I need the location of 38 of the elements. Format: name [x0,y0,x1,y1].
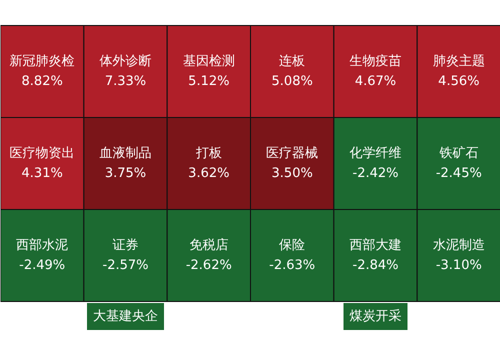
data-label: -2.57% [102,258,149,273]
data-label: -2.63% [269,258,316,273]
category-label: 肺炎主题 [432,53,485,69]
category-label: 保险 [279,238,306,253]
data-label: 3.75% [104,166,146,181]
data-label: 4.56% [438,74,480,89]
category-label: 基因检测 [182,54,235,69]
category-label: 证券 [112,238,138,253]
category-label: 生物疫苗 [350,54,402,69]
category-label: 医疗器械 [266,146,318,161]
category-label: 西部水泥 [16,238,68,253]
category-label: 血液制品 [100,146,152,161]
data-label: -2.45% [436,166,482,181]
category-label: 水泥制造 [432,238,485,253]
data-label: 3.62% [188,166,230,181]
data-label: -3.10% [436,258,482,273]
data-label: -2.49% [19,258,66,273]
category-label: 铁矿石 [438,146,478,161]
category-label: 打板 [194,146,222,161]
category-label: 体外诊断 [100,54,152,69]
category-label: 连板 [279,54,306,69]
data-label: 3.50% [272,166,313,181]
data-label: 5.12% [188,74,230,89]
text: 大基建央企 [93,309,158,324]
data-label: 5.08% [272,74,313,89]
category-label: 西部大建 [350,238,402,253]
data-label: 4.67% [354,74,396,89]
category-label: 免税店 [189,237,228,253]
text: 煤炭开采 [350,309,402,324]
data-label: 8.82% [22,74,63,89]
category-label: 化学纤维 [350,146,402,161]
data-label: -2.42% [352,166,399,181]
category-label: 医疗物资出 [10,146,75,161]
data-label: -2.84% [352,258,399,273]
category-label: 新冠肺炎检 [10,54,75,69]
data-label: 4.31% [22,166,63,181]
data-label: 7.33% [104,74,146,89]
data-label: -2.62% [186,258,232,273]
